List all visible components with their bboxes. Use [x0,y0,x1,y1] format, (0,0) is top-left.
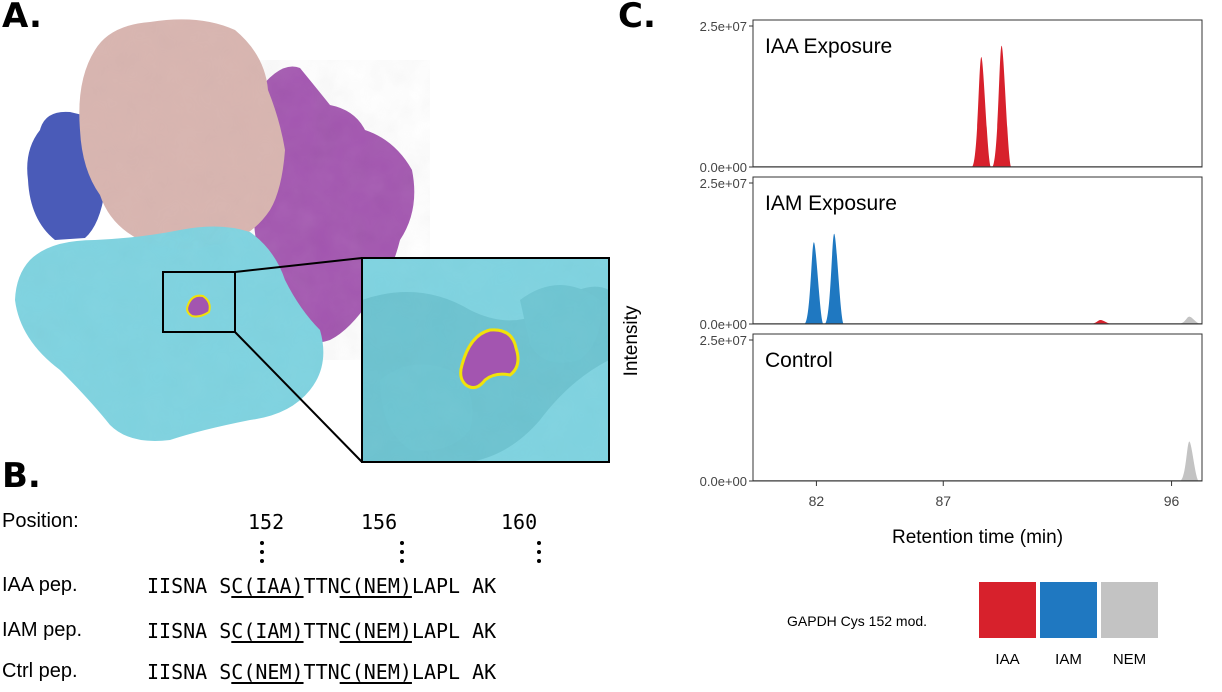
chart-x-axis-title: Retention time (min) [892,527,1063,548]
seq-prefix: IISNA S [147,619,232,643]
chart-y-tick-label: 0.0e+00 [700,474,747,489]
chart-peak-nem [1179,441,1199,481]
chart-facet-frame [752,333,1203,482]
panel-label-c: C. [618,0,656,36]
legend-swatch-iam [1040,582,1097,638]
panel-label-a: A. [2,0,42,36]
position-160-dots [537,541,541,568]
chart-y-axis-title: Intensity [621,305,642,376]
pocket-marker-small [186,294,211,318]
chart-y-tick-label: 2.5e+07 [700,176,747,191]
legend-label-iam: IAM [1055,651,1082,668]
chart-facet-frame [752,176,1203,325]
seq-prefix: IISNA S [147,660,232,684]
seq-mod-152: C(NEM) [231,660,304,684]
chart-y-tick-label: 0.0e+00 [700,160,747,175]
seq-prefix: IISNA S [147,574,232,598]
chart-facet-title: IAA Exposure [765,35,892,58]
chart-y-tick-label: 2.5e+07 [700,333,747,348]
chart-facet-frame [752,19,1203,168]
seq-mid: TTN [303,574,340,598]
seq-mid: TTN [303,660,340,684]
chart-x-tick-label: 87 [935,493,951,509]
chart-peak-iaa [1089,320,1112,324]
seq-suffix: LAPL AK [411,574,497,598]
chart-peak-iam [824,233,844,324]
panel-label-b: B. [2,456,41,496]
legend-swatch-iaa [979,582,1036,638]
chart-y-tick-label: 0.0e+00 [700,317,747,332]
position-152-dots [260,541,264,568]
seq-mod-152: C(IAA) [231,574,304,598]
seq-mod-156: C(NEM) [339,619,412,643]
position-label: Position: [2,510,79,532]
iam-peptide-label: IAM pep. [2,619,83,641]
iaa-peptide-sequence: IISNA SC(IAA)TTNC(NEM)LAPL AK [147,574,496,598]
legend-label-nem: NEM [1112,651,1147,668]
legend-swatch-nem [1101,582,1158,638]
zoom-inset [361,257,610,463]
iaa-peptide-label: IAA pep. [2,574,78,596]
iam-peptide-sequence: IISNA SC(IAM)TTNC(NEM)LAPL AK [147,619,496,643]
chart-peak-iaa [971,57,991,167]
seq-suffix: LAPL AK [411,619,497,643]
chart-x-tick-label: 96 [1164,493,1180,509]
position-152: 152 [248,510,285,534]
chart-peak-iam [804,242,824,324]
seq-mod-156: C(NEM) [339,574,412,598]
position-156-dots [400,541,404,568]
position-160: 160 [501,510,538,534]
ctrl-peptide-sequence: IISNA SC(NEM)TTNC(NEM)LAPL AK [147,660,496,684]
chart-x-tick-label: 82 [809,493,825,509]
chart-y-tick-label: 2.5e+07 [700,19,747,34]
chart-facet-title: Control [765,349,833,372]
ctrl-peptide-label: Ctrl pep. [2,660,78,682]
seq-mid: TTN [303,619,340,643]
position-156: 156 [361,510,398,534]
zoom-box [162,271,236,333]
legend-title: GAPDH Cys 152 mod. [787,613,928,629]
seq-suffix: LAPL AK [411,660,497,684]
chart-peak-nem [1177,316,1201,324]
legend-label-iaa: IAA [995,651,1020,668]
protein-structure-illustration [15,19,610,463]
chart-facet-title: IAM Exposure [765,192,897,215]
chart-peak-iaa [991,45,1012,167]
pocket-marker-large [459,328,520,390]
seq-mod-156: C(NEM) [339,660,412,684]
seq-mod-152: C(IAM) [231,619,304,643]
